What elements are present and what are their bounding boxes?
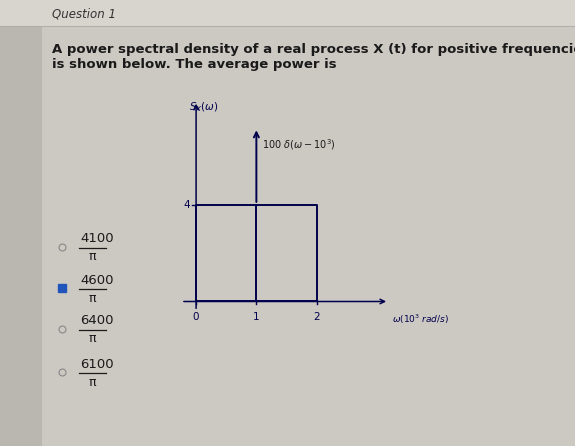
- Text: π: π: [88, 292, 96, 305]
- Text: π: π: [88, 333, 96, 346]
- Text: $S_X(\omega)$: $S_X(\omega)$: [189, 101, 218, 115]
- Text: 6400: 6400: [80, 314, 113, 327]
- Text: 6100: 6100: [80, 358, 114, 371]
- Text: π: π: [88, 376, 96, 388]
- Bar: [0, 26, 42, 446]
- Text: is shown below. The average power is: is shown below. The average power is: [52, 58, 336, 71]
- Text: 4600: 4600: [80, 273, 113, 286]
- Bar: [0, 0, 575, 26]
- Text: A power spectral density of a real process X (t) for positive frequencies: A power spectral density of a real proce…: [52, 43, 575, 56]
- Text: $100\ \delta(\omega - 10^3)$: $100\ \delta(\omega - 10^3)$: [262, 137, 336, 152]
- Text: 1: 1: [253, 312, 260, 322]
- Text: 4: 4: [184, 200, 190, 210]
- Text: $\omega(10^3\ \mathit{rad/s})$: $\omega(10^3\ \mathit{rad/s})$: [392, 312, 449, 326]
- Text: 4100: 4100: [80, 232, 114, 245]
- Text: 2: 2: [313, 312, 320, 322]
- Text: 0: 0: [193, 312, 200, 322]
- Text: π: π: [88, 251, 96, 264]
- Text: Question 1: Question 1: [52, 8, 116, 21]
